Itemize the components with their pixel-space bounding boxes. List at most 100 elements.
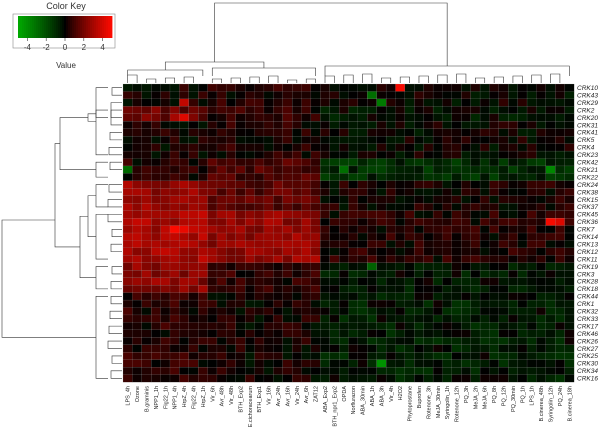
heatmap-cell: [508, 165, 518, 174]
column-label: Rotenone_3h: [426, 386, 432, 419]
heatmap-cell: [564, 255, 575, 264]
heatmap-cell: [367, 210, 377, 219]
heatmap-cell: [151, 121, 161, 129]
heatmap-cell: [367, 285, 377, 293]
heatmap-cell: [555, 314, 565, 323]
heatmap-cell: [376, 247, 387, 256]
heatmap-cell: [226, 285, 236, 293]
heatmap-cell: [498, 307, 509, 316]
heatmap-cell: [151, 277, 161, 286]
heatmap-cell: [479, 188, 490, 196]
heatmap-cell: [329, 292, 340, 301]
heatmap-cell: [404, 91, 415, 100]
dendrogram-branch: [493, 76, 504, 83]
heatmap-cell: [207, 113, 218, 122]
heatmap-cell: [329, 150, 340, 159]
heatmap-cell: [216, 344, 227, 353]
color-key-swatch: [96, 16, 99, 38]
heatmap-cell: [179, 188, 190, 196]
heatmap-cell: [395, 158, 406, 167]
heatmap-cell: [141, 352, 152, 360]
dendrogram-branch: [95, 109, 108, 118]
heatmap-cell: [564, 240, 575, 249]
heatmap-cell: [517, 307, 528, 316]
heatmap-cell: [442, 247, 453, 256]
heatmap-cell: [301, 158, 312, 167]
heatmap-cell: [348, 128, 359, 137]
heatmap-cell: [273, 352, 283, 360]
heatmap-cell: [320, 225, 330, 234]
heatmap-cell: [235, 299, 246, 308]
heatmap-cell: [292, 225, 302, 234]
heatmap-cell: [367, 98, 377, 107]
heatmap-cell: [216, 128, 227, 137]
heatmap-cell: [320, 113, 330, 122]
heatmap-cell: [376, 292, 387, 301]
heatmap-cell: [479, 240, 490, 249]
heatmap-cell: [555, 136, 565, 144]
heatmap-cell: [198, 247, 208, 256]
heatmap-cell: [395, 337, 406, 345]
heatmap-cell: [169, 374, 180, 383]
heatmap-cell: [179, 322, 190, 331]
heatmap-cell: [348, 158, 359, 167]
heatmap-cell: [395, 218, 406, 226]
heatmap-cell: [555, 329, 565, 338]
heatmap-cell: [489, 165, 500, 174]
heatmap-cell: [498, 314, 509, 323]
heatmap-cell: [470, 255, 481, 264]
dendrogram-branch: [211, 78, 222, 83]
heatmap-cell: [555, 344, 565, 353]
heatmap-cell: [451, 195, 462, 204]
color-key-swatch: [68, 16, 71, 38]
heatmap-cell: [301, 329, 312, 338]
heatmap-cell: [470, 143, 481, 152]
heatmap-cell: [357, 98, 368, 107]
heatmap-cell: [564, 367, 575, 375]
heatmap-cell: [564, 232, 575, 241]
heatmap-cell: [498, 225, 509, 234]
heatmap-cell: [526, 262, 537, 271]
heatmap-cell: [207, 285, 218, 293]
dendrogram-branch: [111, 266, 122, 275]
heatmap-cell: [508, 83, 518, 92]
heatmap-cell: [292, 158, 302, 167]
heatmap-cell: [207, 232, 218, 241]
heatmap-cell: [442, 218, 453, 226]
heatmap-cell: [348, 106, 359, 115]
heatmap-cell: [423, 352, 434, 360]
heatmap-cell: [301, 225, 312, 234]
heatmap-cell: [273, 270, 283, 278]
heatmap-cell: [432, 270, 443, 278]
heatmap-cell: [395, 91, 406, 100]
heatmap-cell: [348, 352, 359, 360]
row-label: CRK22: [577, 174, 598, 181]
heatmap-cell: [310, 359, 321, 368]
column-labels: LPS_4h Ozone B.graminis NPP1_1h Flg22_1h NPP1…: [126, 386, 574, 428]
heatmap-cell: [367, 367, 377, 375]
heatmap-cell: [245, 150, 255, 159]
heatmap-cell: [508, 195, 518, 204]
color-key-swatch: [70, 16, 73, 38]
heatmap-cell: [432, 322, 443, 331]
heatmap-cell: [320, 270, 330, 278]
heatmap-cell: [273, 225, 283, 234]
heatmap-cell: [414, 247, 424, 256]
heatmap-cell: [536, 195, 547, 204]
heatmap-cell: [498, 128, 509, 137]
heatmap-cell: [263, 277, 274, 286]
heatmap-cell: [367, 121, 377, 129]
heatmap-cell: [292, 195, 302, 204]
heatmap-cell: [404, 98, 415, 107]
heatmap-cell: [292, 83, 302, 92]
heatmap-cell: [226, 337, 236, 345]
heatmap-cell: [310, 255, 321, 264]
heatmap-cell: [526, 299, 537, 308]
heatmap-cell: [226, 277, 236, 286]
heatmap-cell: [367, 218, 377, 226]
heatmap-cell: [508, 337, 518, 345]
heatmap-cell: [461, 247, 471, 256]
heatmap-cell: [188, 188, 199, 196]
heatmap-cell: [498, 83, 509, 92]
heatmap-cell: [479, 150, 490, 159]
